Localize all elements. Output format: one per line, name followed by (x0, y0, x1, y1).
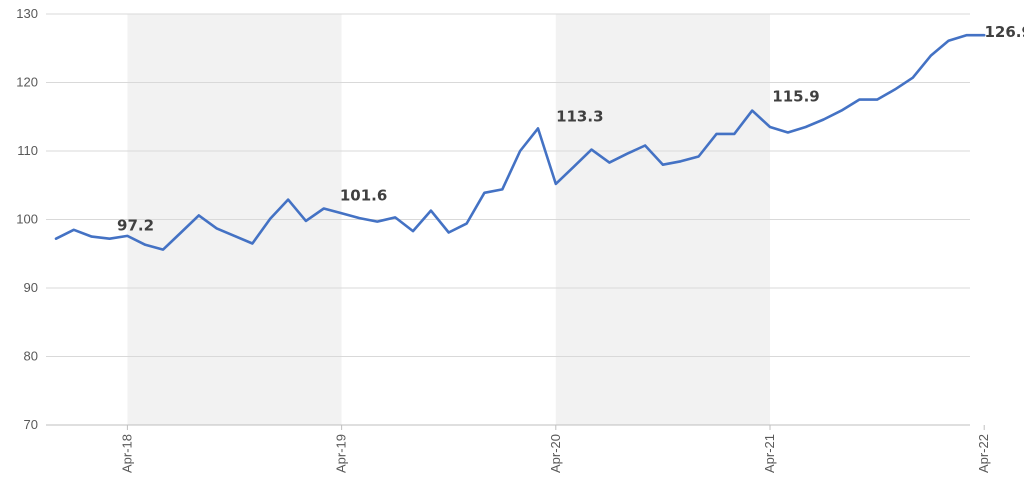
x-tick-label: Apr-20 (548, 434, 563, 473)
data-label: 97.2 (117, 217, 154, 235)
y-tick-label: 80 (24, 349, 38, 364)
x-tick-label: Apr-18 (119, 434, 134, 473)
y-tick-label: 70 (24, 417, 38, 432)
y-tick-label: 90 (24, 280, 38, 295)
x-tick-label: Apr-22 (976, 434, 991, 473)
data-label: 115.9 (772, 88, 819, 106)
series-lines (54, 33, 986, 251)
data-label: 126.9 (984, 23, 1024, 41)
data-labels: 97.2 101.6 113.3 115.9 126.9 (117, 23, 1024, 234)
y-axis: 70 80 90 100 110 120 130 (16, 6, 38, 432)
y-tick-label: 110 (17, 143, 38, 158)
series-line-1 (54, 33, 986, 251)
x-tick-label: Apr-19 (334, 434, 349, 473)
y-tick-label: 120 (16, 75, 38, 90)
x-axis: Apr-18 Apr-19 Apr-20 Apr-21 Apr-22 (46, 424, 991, 473)
data-label: 113.3 (556, 107, 603, 125)
x-tick-label: Apr-21 (762, 434, 777, 473)
y-tick-label: 100 (16, 212, 38, 227)
y-tick-label: 130 (16, 6, 38, 21)
data-label: 101.6 (340, 187, 387, 205)
